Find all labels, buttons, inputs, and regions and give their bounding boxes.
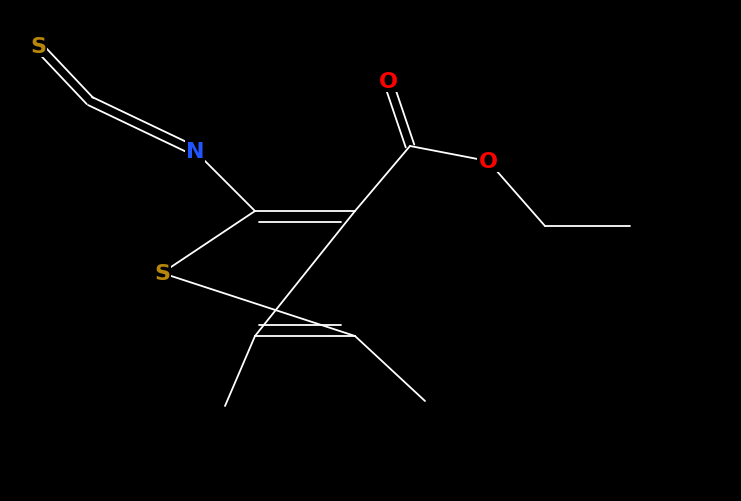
Text: S: S bbox=[30, 37, 46, 57]
Text: N: N bbox=[186, 142, 205, 162]
Text: O: O bbox=[479, 152, 497, 172]
Text: O: O bbox=[379, 72, 397, 92]
Text: S: S bbox=[154, 264, 170, 284]
